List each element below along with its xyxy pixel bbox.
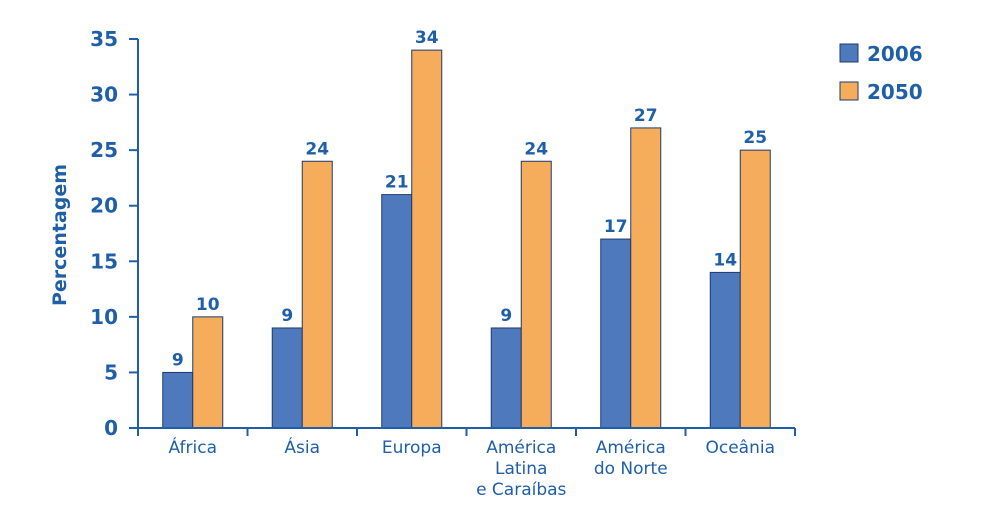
y-tick-label: 5 bbox=[104, 360, 118, 384]
x-category-label-line: Latina bbox=[495, 459, 547, 479]
x-category-label-line: Europa bbox=[382, 438, 442, 458]
legend-swatch-2050 bbox=[839, 81, 859, 101]
data-label-2050: 10 bbox=[196, 295, 220, 315]
data-label-2006: 21 bbox=[385, 173, 409, 193]
x-category-label: Oceânia bbox=[705, 438, 775, 458]
x-category-label: Ásia bbox=[284, 436, 320, 458]
x-category-label-line: Oceânia bbox=[705, 438, 775, 458]
bar-2050 bbox=[520, 160, 552, 429]
legend-label-2050: 2050 bbox=[867, 80, 923, 104]
data-label-2050: 27 bbox=[634, 106, 658, 126]
legend-swatch-2006 bbox=[839, 43, 859, 63]
bar-2050 bbox=[630, 127, 662, 429]
bar-2006 bbox=[381, 194, 413, 429]
legend: 2006 2050 bbox=[839, 42, 923, 104]
x-category-label: Europa bbox=[382, 438, 442, 458]
x-category-label-line: Ásia bbox=[284, 436, 320, 458]
bar-2050 bbox=[411, 49, 443, 429]
x-category-label: África bbox=[169, 436, 218, 458]
data-label-2006: 9 bbox=[281, 306, 293, 326]
bar-2006 bbox=[271, 327, 303, 429]
data-label-2050: 24 bbox=[305, 139, 329, 159]
data-label-2050: 25 bbox=[743, 128, 767, 148]
data-label-2006: 9 bbox=[500, 306, 512, 326]
y-axis-title: Percentagem bbox=[49, 164, 71, 306]
y-tick-label: 25 bbox=[90, 138, 118, 162]
y-tick-label: 20 bbox=[90, 194, 118, 218]
y-tick-label: 0 bbox=[104, 416, 118, 440]
data-label-2006: 17 bbox=[604, 217, 628, 237]
bars bbox=[162, 49, 771, 429]
x-axis: África Ásia Europa América Latina e CaraíbasA… bbox=[137, 427, 796, 500]
y-tick-label: 15 bbox=[90, 249, 118, 273]
bar-2006 bbox=[709, 271, 741, 429]
x-category-label-line: e Caraíbas bbox=[476, 480, 566, 500]
x-category-label: América Latina e Caraíbas bbox=[476, 438, 566, 500]
bar-2006 bbox=[162, 371, 194, 429]
x-category-label: América do Norte bbox=[594, 438, 668, 479]
y-tick-label: 30 bbox=[90, 83, 118, 107]
x-category-label-line: do Norte bbox=[594, 459, 668, 479]
bar-2006 bbox=[490, 327, 522, 429]
data-labels: 9 10 9 24 21 34 9 24 17 27 14 25 bbox=[172, 28, 767, 370]
bar-2050 bbox=[301, 160, 333, 429]
x-category-label-line: América bbox=[596, 438, 666, 458]
x-category-label-line: América bbox=[486, 438, 556, 458]
y-tick-label: 35 bbox=[90, 27, 118, 51]
data-label-2006: 14 bbox=[713, 250, 737, 270]
legend-label-2006: 2006 bbox=[867, 42, 923, 66]
bar-2050 bbox=[192, 316, 224, 429]
bar-2006 bbox=[600, 238, 632, 429]
data-label-2050: 34 bbox=[415, 28, 439, 48]
x-category-label-line: África bbox=[169, 436, 218, 458]
y-tick-label: 10 bbox=[90, 305, 118, 329]
y-axis-ticks: 0 5 10 15 20 25 30 35 bbox=[90, 27, 139, 440]
data-label-2006: 9 bbox=[172, 350, 184, 370]
data-label-2050: 24 bbox=[524, 139, 548, 159]
bar-2050 bbox=[739, 149, 771, 429]
